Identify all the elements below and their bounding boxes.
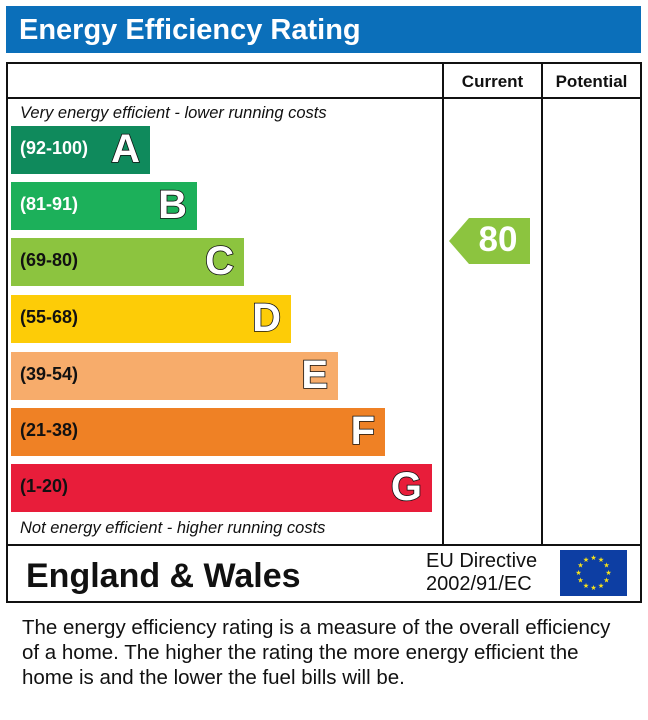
header-divider — [8, 97, 640, 99]
svg-text:★: ★ — [603, 562, 609, 570]
svg-text:★: ★ — [598, 556, 604, 564]
svg-text:★: ★ — [590, 554, 596, 562]
band-letter: B — [157, 182, 187, 228]
title-banner: Energy Efficiency Rating — [6, 6, 641, 53]
country-label: England & Wales — [26, 557, 301, 595]
column-divider — [442, 64, 444, 546]
band-f: (21-38) F — [11, 408, 385, 456]
band-range: (21-38) — [20, 420, 79, 440]
band-c: (69-80) C — [11, 238, 244, 286]
band-letter: G — [390, 464, 423, 510]
svg-text:★: ★ — [575, 569, 581, 577]
band-b: (81-91) B — [11, 182, 197, 230]
directive-line-2: 2002/91/EC — [426, 573, 532, 595]
band-letter: C — [204, 238, 234, 284]
svg-text:★: ★ — [605, 569, 611, 577]
band-range: (81-91) — [20, 194, 79, 214]
current-rating-arrow: 80 — [449, 218, 530, 264]
bottom-label: Not energy efficient - higher running co… — [20, 519, 326, 537]
svg-text:★: ★ — [583, 556, 589, 564]
rating-description: The energy efficiency rating is a measur… — [22, 616, 611, 689]
band-letter: F — [350, 408, 376, 454]
column-divider — [541, 64, 543, 546]
eu-directive: EU Directive 2002/91/EC — [426, 550, 537, 596]
chart-title: Energy Efficiency Rating — [19, 14, 361, 46]
svg-text:★: ★ — [583, 582, 589, 590]
arrow-shape-icon — [449, 218, 530, 264]
band-range: (1-20) — [20, 476, 69, 496]
band-letter: E — [301, 352, 329, 398]
footer-divider — [8, 544, 640, 546]
rating-table: Current Potential Very energy efficient … — [6, 62, 642, 603]
band-range: (69-80) — [20, 250, 79, 270]
svg-text:★: ★ — [577, 577, 583, 585]
band-range: (39-54) — [20, 364, 79, 384]
svg-text:★: ★ — [577, 562, 583, 570]
column-header-potential: Potential — [555, 72, 628, 91]
svg-text:★: ★ — [603, 577, 609, 585]
band-range: (55-68) — [20, 307, 79, 327]
directive-line-1: EU Directive — [426, 550, 538, 572]
svg-text:★: ★ — [598, 582, 604, 590]
band-range: (92-100) — [20, 138, 89, 158]
eu-flag-icon: ★ ★ ★ ★ ★ ★ ★ ★ ★ ★ ★ ★ — [560, 550, 627, 596]
band-letter: A — [110, 126, 140, 172]
current-rating-value: 80 — [478, 220, 518, 259]
band-g: (1-20) G — [11, 464, 432, 512]
band-a: (92-100) A — [11, 126, 150, 174]
column-header-current: Current — [461, 72, 524, 91]
band-e: (39-54) E — [11, 352, 338, 400]
band-letter: D — [251, 295, 281, 341]
band-d: (55-68) D — [11, 295, 291, 343]
svg-text:★: ★ — [590, 584, 596, 592]
top-label: Very energy efficient - lower running co… — [20, 104, 327, 122]
